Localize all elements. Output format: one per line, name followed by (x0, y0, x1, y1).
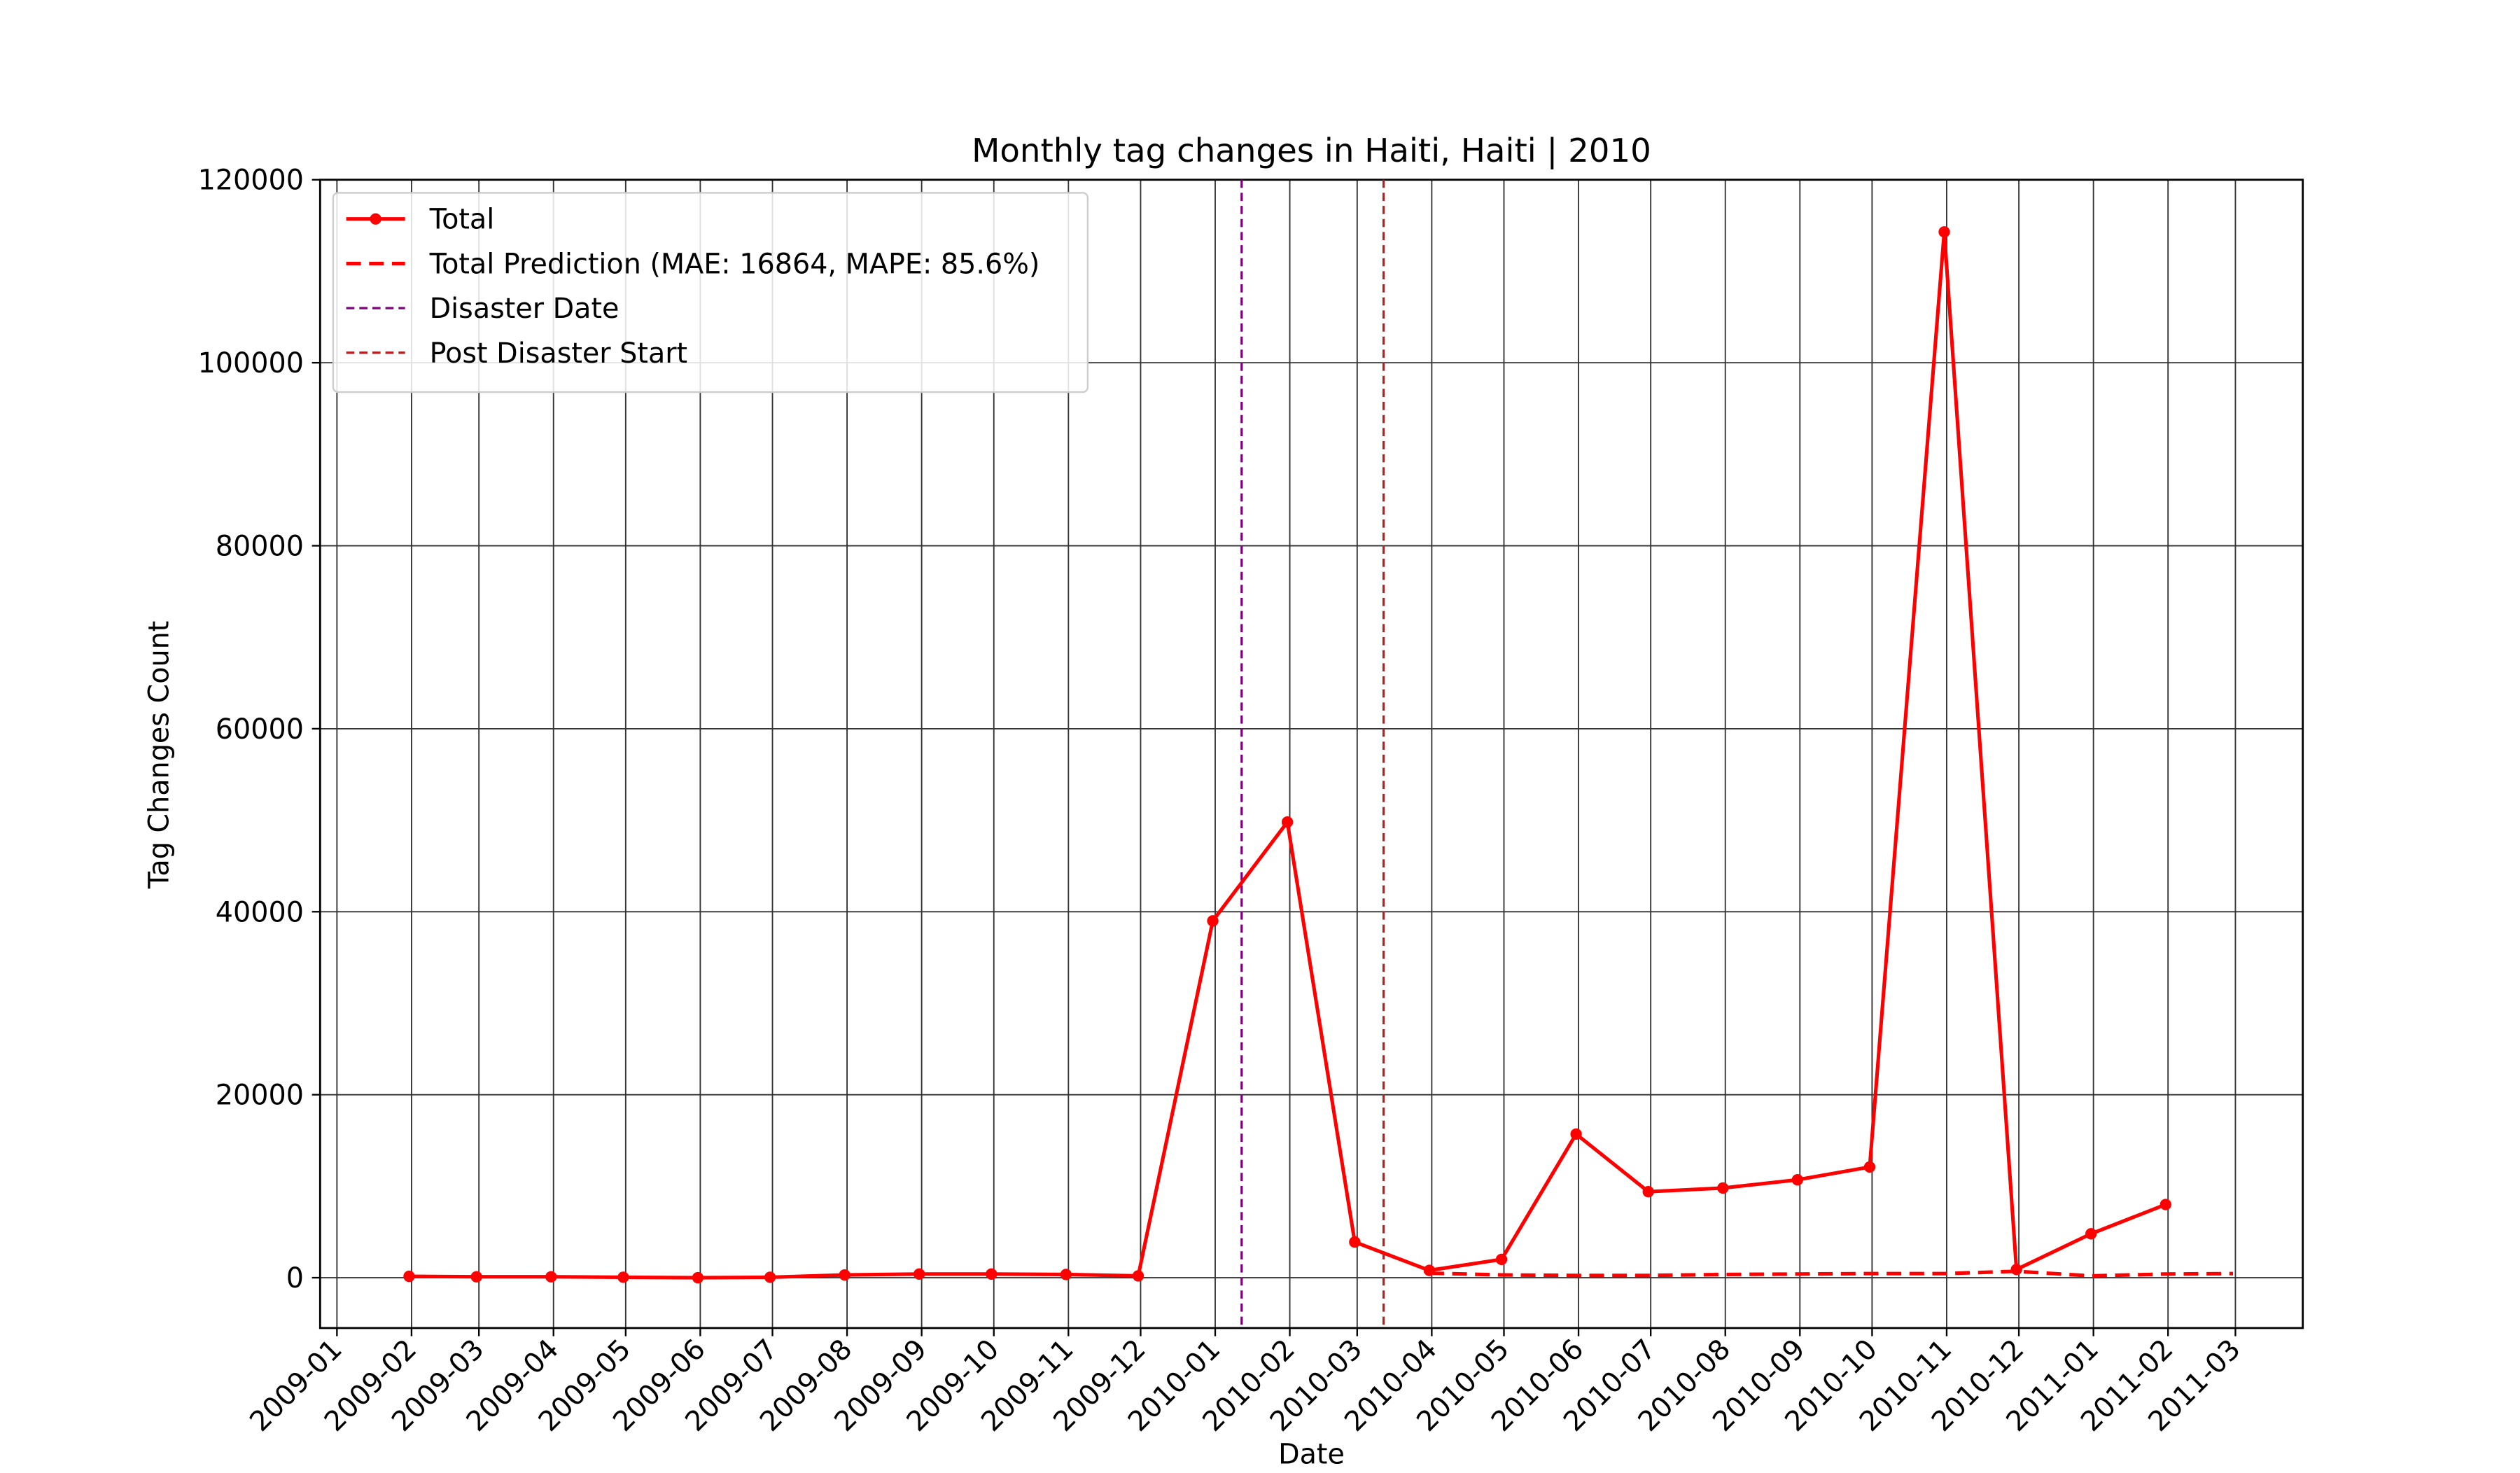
data-point (839, 1269, 850, 1281)
legend: Total Total Prediction (MAE: 16864, MAPE:… (332, 192, 1089, 393)
legend-marker (370, 213, 382, 225)
data-point (403, 1270, 415, 1283)
data-point (1281, 816, 1294, 828)
data-point (1570, 1128, 1582, 1140)
data-point (1207, 915, 1219, 927)
y-tick-label: 0 (286, 1262, 304, 1294)
data-point (2085, 1228, 2097, 1240)
y-tick-label: 40000 (216, 896, 304, 928)
legend-box (332, 192, 1089, 393)
data-point (617, 1271, 629, 1283)
y-tick-label: 100000 (198, 347, 304, 379)
legend-label: Post Disaster Start (430, 337, 688, 370)
legend-label: Total (429, 204, 495, 236)
data-point (1495, 1253, 1508, 1266)
series-line (1429, 1269, 2234, 1278)
data-point (470, 1271, 482, 1283)
y-tick-label: 60000 (216, 713, 304, 746)
data-point (1791, 1174, 1804, 1186)
data-point (2160, 1199, 2171, 1210)
data-point (692, 1271, 704, 1284)
data-point (913, 1268, 925, 1280)
y-tick-label: 80000 (216, 531, 304, 563)
legend-label: Disaster Date (430, 293, 620, 325)
data-point (1717, 1182, 1729, 1194)
data-point (1938, 226, 1950, 238)
data-point (2010, 1264, 2022, 1276)
data-point (1060, 1269, 1072, 1280)
data-point (986, 1268, 997, 1280)
y-tick-label: 20000 (216, 1080, 304, 1112)
data-point (1863, 1161, 1876, 1173)
y-axis-label: Tag Changes Count (143, 621, 175, 890)
data-point (1642, 1186, 1654, 1198)
chart-title: Monthly tag changes in Haiti, Haiti | 20… (972, 132, 1651, 170)
y-tick-label: 120000 (198, 165, 304, 197)
data-point (545, 1271, 557, 1283)
data-point (1132, 1270, 1144, 1282)
data-point (764, 1271, 776, 1283)
legend-label: Total Prediction (MAE: 16864, MAPE: 85.6… (429, 248, 1040, 280)
x-axis-label: Date (1278, 1439, 1345, 1470)
data-point (1349, 1236, 1361, 1248)
plot-frame (318, 179, 2304, 1329)
